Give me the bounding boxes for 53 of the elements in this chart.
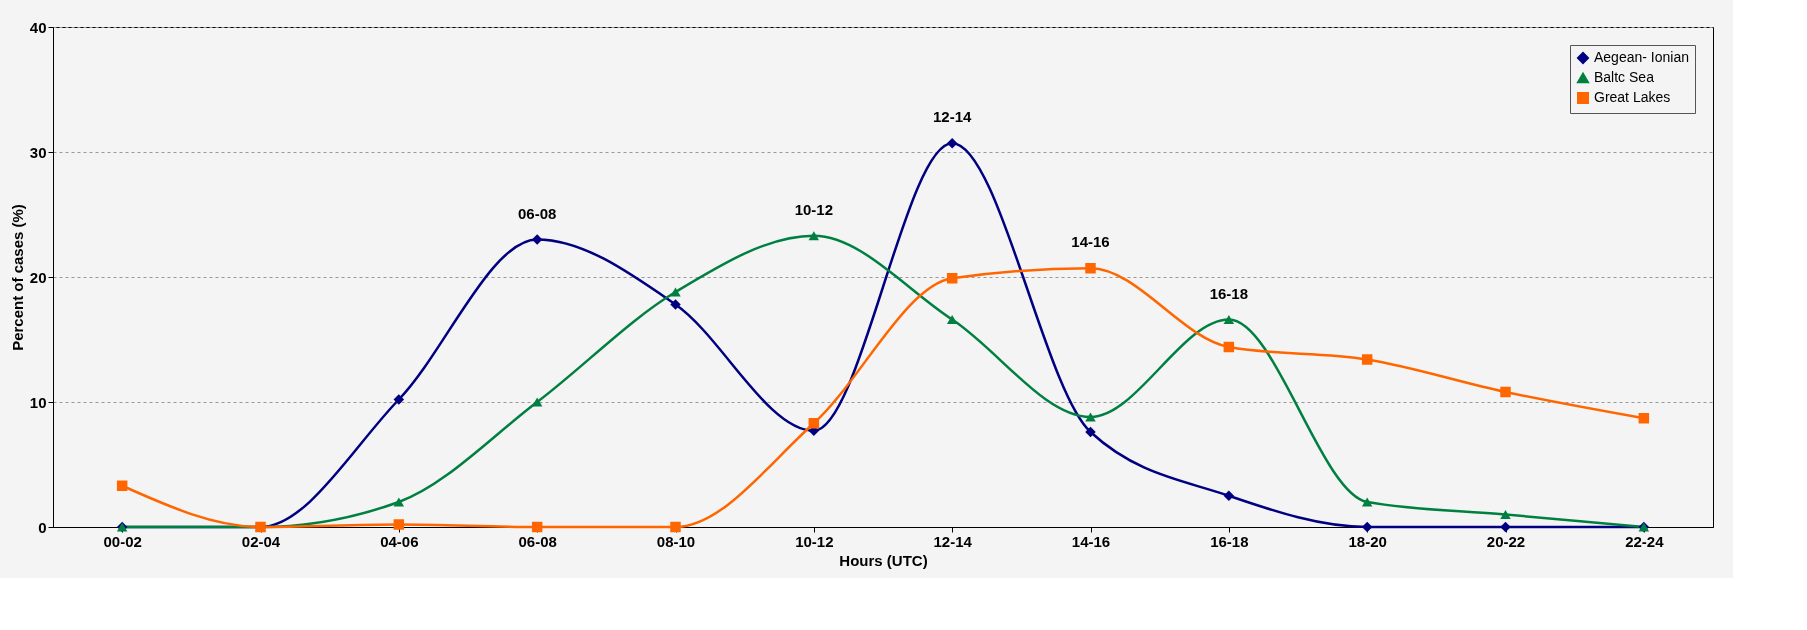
annotation: 12-14 [932, 108, 972, 126]
y-axis-title: Percent of cases (%) [8, 204, 26, 351]
point [670, 521, 681, 533]
x-tick-label: 10-12 [795, 532, 834, 550]
point [393, 519, 405, 530]
annotation: 10-12 [794, 200, 834, 218]
x-tick-label: 02-04 [241, 532, 281, 550]
point [808, 231, 820, 241]
point [393, 497, 405, 507]
point [1085, 412, 1096, 422]
x-tick-label: 06-08 [518, 532, 557, 550]
point [670, 287, 681, 297]
point [1223, 341, 1235, 353]
point [1085, 263, 1096, 274]
annotation: 06-08 [517, 204, 557, 222]
point [531, 521, 543, 533]
point [1223, 314, 1235, 325]
x-tick-label: 16-18 [1210, 532, 1249, 550]
x-tick-label: 20-22 [1486, 532, 1526, 550]
point [1638, 413, 1650, 424]
point [670, 299, 681, 310]
point [531, 234, 543, 245]
point [1500, 386, 1511, 398]
point [1085, 426, 1096, 438]
legend-label: Great Lakes [1594, 89, 1671, 105]
y-tick-label: 40 [29, 18, 47, 36]
y-tick-label: 10 [29, 393, 47, 411]
annotation: 16-18 [1209, 284, 1249, 302]
point [1500, 521, 1511, 533]
x-tick-label: 04-06 [380, 532, 419, 550]
y-tick-label: 0 [38, 518, 47, 536]
point [1361, 497, 1373, 507]
y-tick-label: 30 [29, 143, 47, 161]
point [1223, 490, 1235, 501]
x-tick-label: 22-24 [1625, 532, 1665, 550]
annotation: 14-16 [1071, 233, 1110, 251]
point [1361, 354, 1373, 365]
point [393, 394, 405, 405]
legend-label: Baltc Sea [1594, 69, 1655, 85]
x-tick-label: 08-10 [656, 532, 696, 550]
point [116, 480, 128, 491]
x-tick-label: 12-14 [933, 532, 973, 550]
point [946, 138, 958, 149]
legend-label: Aegean- Ionian [1594, 49, 1689, 65]
point [946, 314, 958, 325]
x-tick-label: 00-02 [103, 532, 142, 550]
point [1500, 509, 1511, 520]
y-tick-label: 20 [29, 268, 47, 286]
x-axis-title: Hours (UTC) [839, 551, 928, 569]
x-tick-label: 14-16 [1071, 532, 1111, 550]
point [946, 273, 958, 284]
x-tick-label: 18-20 [1348, 532, 1387, 550]
point [808, 418, 820, 429]
